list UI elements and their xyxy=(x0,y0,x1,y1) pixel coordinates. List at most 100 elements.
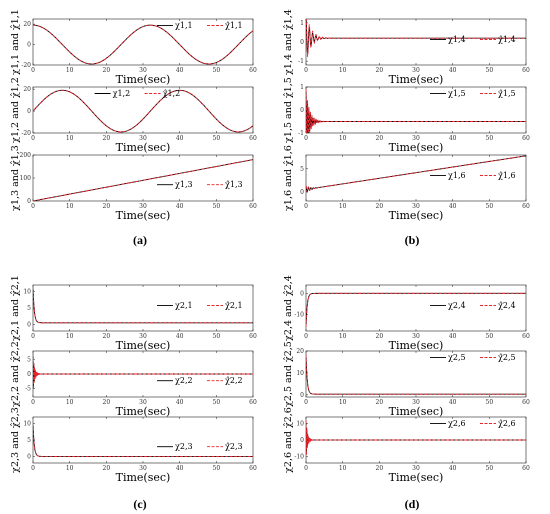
y-tick-label: 5 xyxy=(27,305,31,312)
y-tick-label: 1 xyxy=(300,20,304,27)
legend-label: χ̂1,5 xyxy=(498,89,516,98)
y-tick-label: -10 xyxy=(294,311,304,318)
x-tick-label: 20 xyxy=(103,135,111,142)
subplot-a-3: 0 10 20 30 40 50 60 0 100 200 χ1,3 χ̂1,3 Time(sec) χ1… xyxy=(10,145,257,222)
x-tick-label: 20 xyxy=(376,135,384,142)
subplot-d-1: 0 10 20 30 40 50 60 -10 0 χ2,4 χ̂2,4 Time(sec) χ2,4 … xyxy=(283,275,530,352)
series-line-estimate xyxy=(306,420,526,456)
x-tick-label: 10 xyxy=(339,399,347,406)
x-tick-label: 60 xyxy=(249,67,257,74)
axes-frame xyxy=(32,154,254,202)
x-tick-label: 0 xyxy=(304,203,308,210)
legend-label: χ̂2,3 xyxy=(225,442,243,451)
legend-label: χ̂1,4 xyxy=(498,35,516,44)
x-tick-label: 0 xyxy=(31,203,35,210)
x-tick-label: 30 xyxy=(139,465,147,472)
x-axis-label: Time(sec) xyxy=(116,141,171,154)
x-tick-label: 10 xyxy=(339,333,347,340)
x-tick-label: 10 xyxy=(66,399,74,406)
legend-label: χ2,4 xyxy=(448,301,466,310)
caption-c: (c) xyxy=(133,497,146,511)
y-tick-label: 200 xyxy=(20,152,32,159)
x-tick-label: 40 xyxy=(176,135,184,142)
x-tick-label: 0 xyxy=(304,67,308,74)
x-tick-label: 40 xyxy=(176,465,184,472)
x-axis-label: Time(sec) xyxy=(389,471,444,484)
y-tick-label: 20 xyxy=(23,21,31,28)
x-tick-label: 0 xyxy=(31,333,35,340)
axes-frame xyxy=(305,18,527,66)
y-axis-label: χ2,2 and χ̂2,2 xyxy=(10,341,21,407)
y-tick-label: 5 xyxy=(300,166,304,173)
x-tick-label: 20 xyxy=(103,203,111,210)
x-tick-label: 10 xyxy=(66,465,74,472)
x-tick-label: 50 xyxy=(213,135,221,142)
series-line-estimate xyxy=(306,155,526,193)
plot-area xyxy=(306,354,526,395)
y-tick-label: 0 xyxy=(300,437,304,444)
x-tick-label: 50 xyxy=(213,399,221,406)
x-tick-label: 60 xyxy=(249,465,257,472)
x-tick-label: 60 xyxy=(522,333,530,340)
axes-frame xyxy=(305,154,527,202)
x-tick-label: 20 xyxy=(103,67,111,74)
legend-label: χ̂1,2 xyxy=(163,89,181,98)
x-tick-label: 10 xyxy=(66,67,74,74)
x-tick-label: 60 xyxy=(522,465,530,472)
plot-area xyxy=(33,353,253,390)
x-tick-label: 40 xyxy=(176,203,184,210)
y-tick-label: 0 xyxy=(300,189,304,196)
legend-label: χ̂1,3 xyxy=(225,180,243,189)
x-tick-label: 20 xyxy=(376,67,384,74)
legend-label: χ2,5 xyxy=(448,353,466,362)
legend-label: χ2,3 xyxy=(175,442,193,451)
x-tick-label: 30 xyxy=(412,333,420,340)
x-axis-label: Time(sec) xyxy=(116,73,171,86)
x-tick-label: 20 xyxy=(103,333,111,340)
legend-label: χ2,2 xyxy=(175,376,193,385)
y-tick-label: 0 xyxy=(27,108,31,115)
x-tick-label: 30 xyxy=(412,399,420,406)
x-tick-label: 10 xyxy=(66,135,74,142)
x-axis-label: Time(sec) xyxy=(116,471,171,484)
y-tick-label: 5 xyxy=(27,437,31,444)
y-tick-label: 0 xyxy=(300,39,304,46)
plot-area xyxy=(306,89,526,133)
x-axis-label: Time(sec) xyxy=(389,141,444,154)
x-tick-label: 10 xyxy=(339,135,347,142)
plot-area xyxy=(33,423,253,457)
x-tick-label: 50 xyxy=(213,465,221,472)
x-tick-label: 10 xyxy=(66,333,74,340)
x-axis-label: Time(sec) xyxy=(116,339,171,352)
x-tick-label: 0 xyxy=(304,399,308,406)
plot-area xyxy=(33,159,253,201)
x-tick-label: 30 xyxy=(412,135,420,142)
y-axis-label: χ1,1 and χ̂1,1 xyxy=(10,9,21,75)
subplot-c-3: 0 10 20 30 40 50 60 0 5 10 χ2,3 χ̂2,3 Time(sec) χ2,3 … xyxy=(10,407,257,484)
x-tick-label: 40 xyxy=(449,135,457,142)
x-tick-label: 40 xyxy=(449,333,457,340)
x-tick-label: 20 xyxy=(376,465,384,472)
legend-label: χ̂2,1 xyxy=(225,301,243,310)
x-axis-label: Time(sec) xyxy=(116,209,171,222)
plot-area xyxy=(33,89,253,133)
x-tick-label: 40 xyxy=(449,399,457,406)
axes-frame xyxy=(305,350,527,398)
y-tick-label: 0 xyxy=(27,371,31,378)
y-tick-label: 0 xyxy=(27,321,31,328)
caption-d: (d) xyxy=(405,497,420,511)
x-tick-label: 0 xyxy=(31,399,35,406)
y-tick-label: 10 xyxy=(23,421,31,428)
x-tick-label: 50 xyxy=(213,203,221,210)
y-tick-label: -5 xyxy=(25,385,31,392)
y-tick-label: -1 xyxy=(298,58,304,65)
y-tick-label: -10 xyxy=(294,453,304,460)
axes-frame xyxy=(32,86,254,134)
x-tick-label: 10 xyxy=(339,203,347,210)
legend-label: χ̂2,2 xyxy=(225,376,243,385)
plot-area xyxy=(306,155,526,193)
x-tick-label: 50 xyxy=(486,465,494,472)
